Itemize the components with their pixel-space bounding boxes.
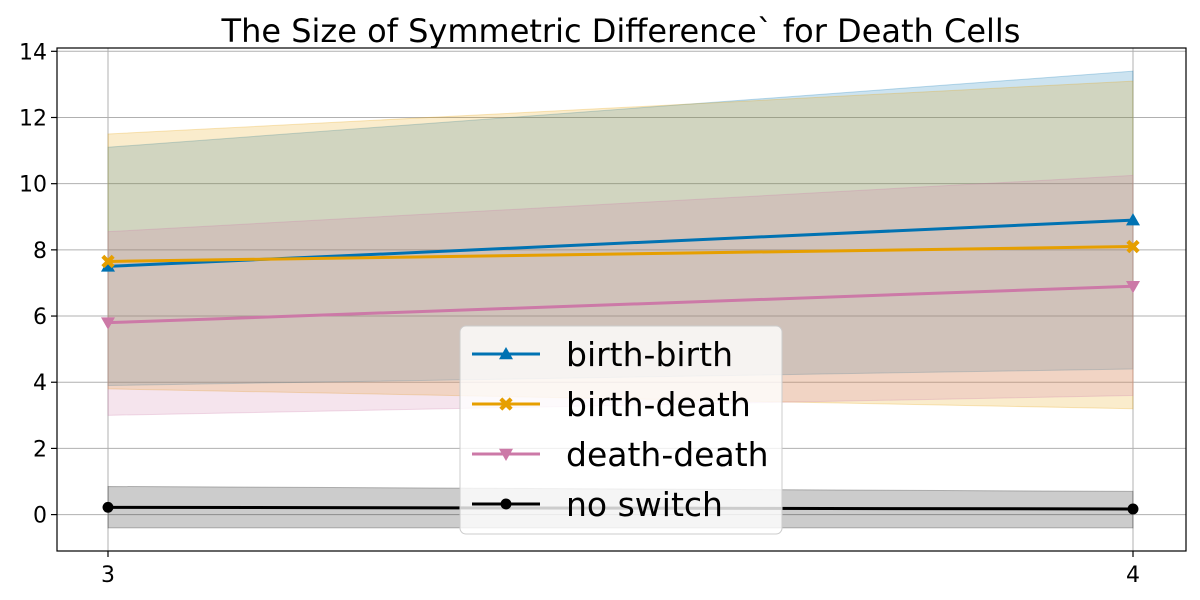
point-birth-birth (1126, 213, 1140, 226)
legend-label-no-switch: no switch (566, 485, 723, 524)
y-tick-label: 14 (19, 40, 47, 65)
point-birth-birth (101, 259, 115, 272)
legend-marker-no-switch (500, 498, 512, 510)
axis-ticks: 0 2 4 6 8 10 12 14 3 4 (19, 40, 1140, 588)
point-death-death (1126, 281, 1140, 294)
point-no-switch (102, 501, 114, 513)
point-death-death (101, 317, 115, 330)
band-birth-death (107, 80, 1134, 410)
legend-label-birth-birth: birth-birth (566, 335, 733, 374)
x-tick-label: 4 (1126, 563, 1140, 588)
legend-label-birth-death: birth-death (566, 385, 751, 424)
legend-marker-birth-birth (499, 347, 513, 360)
point-birth-death (101, 254, 115, 269)
x-tick-label: 3 (101, 563, 115, 588)
chart-title: The Size of Symmetric Difference` for De… (221, 12, 1021, 50)
y-tick-label: 10 (19, 173, 47, 198)
band-death-death (107, 174, 1134, 416)
y-tick-label: 4 (33, 371, 47, 396)
y-tick-label: 0 (33, 504, 47, 529)
y-tick-label: 12 (19, 106, 47, 131)
plot-frame (56, 47, 1187, 552)
series-line-death-death (107, 284, 1134, 325)
legend-label-death-death: death-death (566, 435, 769, 474)
legend-marker-death-death (499, 448, 513, 461)
legend: birth-birth birth-death death-death no swit… (459, 325, 783, 535)
point-birth-death (1126, 239, 1140, 254)
y-tick-label: 8 (33, 239, 47, 264)
band-birth-birth (107, 70, 1134, 387)
y-tick-label: 6 (33, 305, 47, 330)
legend-marker-birth-death (499, 397, 513, 411)
confidence-bands (107, 70, 1134, 529)
legend-box (459, 325, 783, 535)
y-tick-label: 2 (33, 437, 47, 462)
series-line-birth-death (107, 245, 1134, 263)
series-markers (101, 213, 1140, 515)
point-no-switch (1127, 503, 1139, 515)
